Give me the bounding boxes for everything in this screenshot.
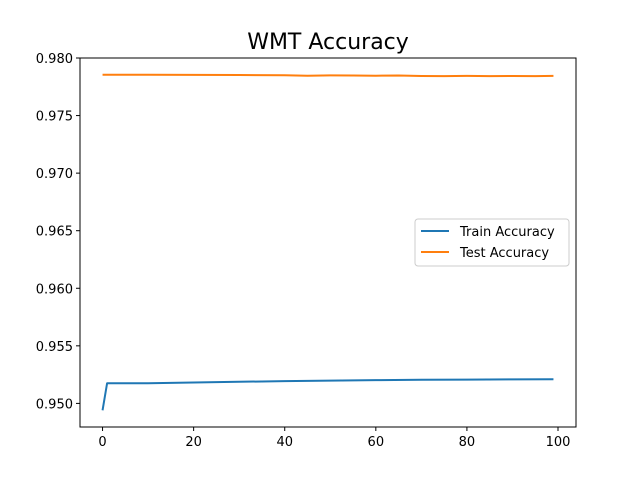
x-tick-label: 40: [276, 435, 293, 450]
y-tick-label: 0.950: [36, 397, 73, 412]
y-tick-label: 0.965: [36, 225, 73, 240]
x-tick-label: 0: [98, 435, 106, 450]
train-accuracy-line: [101, 378, 554, 411]
y-tick-label: 0.955: [36, 340, 73, 355]
legend-box: [414, 218, 570, 267]
plot-frame: [79, 57, 577, 428]
legend: Train Accuracy Test Accuracy: [414, 218, 570, 267]
chart-title: WMT Accuracy: [247, 30, 409, 55]
legend-label-test: Test Accuracy: [459, 246, 549, 261]
y-tick-label: 0.960: [36, 282, 73, 297]
test-accuracy-line: [102, 73, 554, 78]
legend-label-train: Train Accuracy: [459, 225, 555, 240]
series-group: [101, 73, 554, 411]
y-tick-label: 0.970: [36, 167, 73, 182]
y-axis: 0.950 0.955 0.960 0.965 0.970 0.975 0.980: [36, 52, 80, 412]
x-tick-label: 100: [546, 435, 571, 450]
x-tick-label: 60: [368, 435, 385, 450]
x-tick-label: 20: [185, 435, 202, 450]
y-tick-label: 0.980: [36, 52, 73, 67]
y-tick-label: 0.975: [36, 110, 73, 125]
x-axis: 0 20 40 60 80 100: [98, 427, 570, 450]
x-tick-label: 80: [459, 435, 476, 450]
